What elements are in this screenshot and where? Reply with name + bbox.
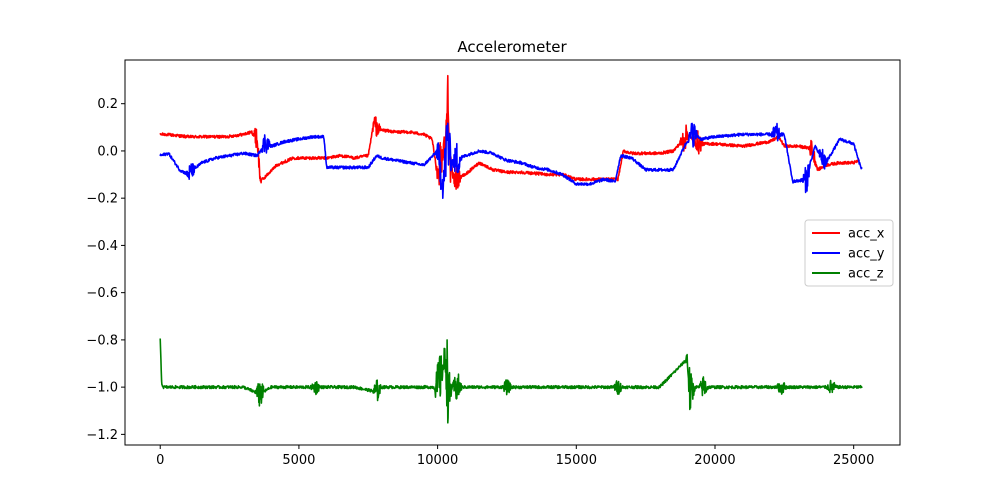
series-line-acc-y xyxy=(159,122,863,199)
y-tick-label: −1.0 xyxy=(86,381,118,396)
x-tick-label: 0 xyxy=(156,453,164,468)
series-layer xyxy=(159,74,863,424)
chart-title: Accelerometer xyxy=(457,38,567,56)
legend-label-acc-x: acc_x xyxy=(848,227,885,242)
legend-label-acc-y: acc_y xyxy=(848,247,885,262)
y-tick-label: −0.4 xyxy=(86,239,118,254)
y-tick-label: −0.6 xyxy=(86,286,118,301)
x-tick-label: 20000 xyxy=(694,453,735,468)
x-tick-label: 10000 xyxy=(417,453,458,468)
x-tick-label: 25000 xyxy=(833,453,874,468)
x-axis: 0 5000 10000 15000 20000 25000 xyxy=(156,445,874,468)
y-tick-label: −0.2 xyxy=(86,192,118,207)
legend-label-acc-z: acc_z xyxy=(848,267,884,282)
legend: acc_x acc_y acc_z xyxy=(804,219,894,287)
series-line-acc-z xyxy=(159,338,863,424)
legend-box xyxy=(804,219,894,287)
y-axis: −1.2 −1.0 −0.8 −0.6 −0.4 −0.2 0.0 0.2 xyxy=(86,97,125,443)
plot-frame xyxy=(124,59,901,446)
y-tick-label: 0.0 xyxy=(97,144,118,159)
y-tick-label: −0.8 xyxy=(86,333,118,348)
x-tick-label: 5000 xyxy=(282,453,315,468)
y-tick-label: −1.2 xyxy=(86,428,118,443)
series-line-acc-x xyxy=(159,74,860,190)
y-tick-label: 0.2 xyxy=(97,97,118,112)
x-tick-label: 15000 xyxy=(556,453,597,468)
